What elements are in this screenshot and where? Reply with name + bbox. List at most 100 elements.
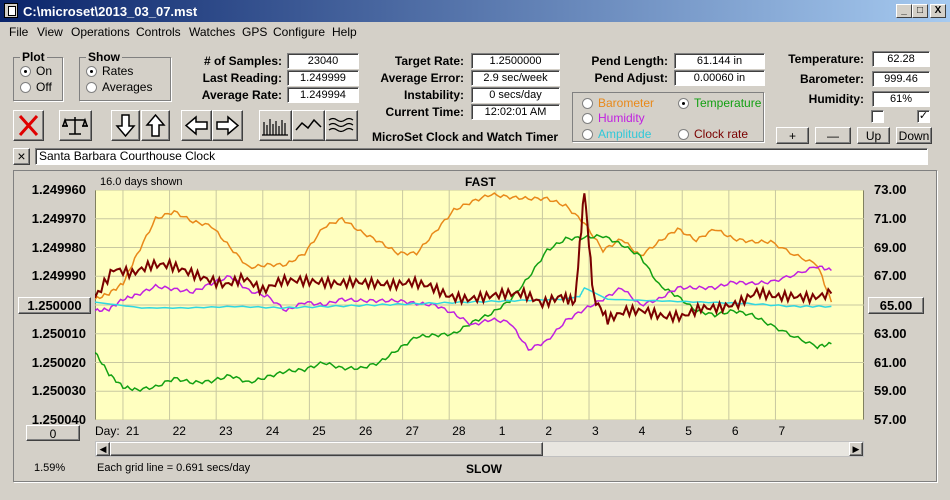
radio-dot-icon — [582, 129, 593, 140]
x-tick-label: 25 — [312, 424, 326, 438]
humidity-value: 61% — [872, 91, 930, 107]
y-tick-label: 1.249990 — [31, 268, 86, 284]
center-temp-button[interactable]: 65.00 — [868, 297, 924, 314]
menu-file[interactable]: File — [9, 25, 29, 39]
window-title: C:\microset\2013_03_07.mst — [23, 4, 198, 19]
y-tick-label: 1.249980 — [31, 239, 86, 255]
down-button[interactable]: Down — [896, 127, 932, 144]
plot-off-radio[interactable]: Off — [20, 80, 52, 94]
wave-icon — [328, 117, 354, 133]
y-tick-label: 1.250010 — [31, 325, 86, 341]
title-bar: C:\microset\2013_03_07.mst _ □ X — [0, 0, 950, 22]
arrow-up-button[interactable] — [141, 110, 170, 141]
up-button[interactable]: Up — [857, 127, 890, 144]
menu-gps[interactable]: GPS — [242, 25, 268, 39]
radio-dot-icon — [86, 66, 97, 77]
minimize-button[interactable]: _ — [896, 4, 912, 18]
chart-plot — [95, 190, 864, 420]
menu-view[interactable]: View — [37, 25, 63, 39]
fast-label: FAST — [465, 175, 496, 189]
y-right-tick-label: 69.00 — [874, 239, 907, 255]
series-line-humidity — [95, 265, 832, 351]
sensor-temperature-radio[interactable]: Temperature — [678, 96, 761, 110]
x-tick-label: 23 — [219, 424, 233, 438]
x-tick-label: 6 — [731, 424, 739, 438]
scroll-right-arrow-icon[interactable]: ▶ — [849, 442, 863, 456]
left-checkbox[interactable] — [871, 110, 884, 123]
balance-button[interactable] — [59, 110, 92, 141]
arrow-right-button[interactable] — [212, 110, 243, 141]
samples-label: # of Samples: — [203, 54, 282, 68]
y-right-tick-label: 63.00 — [874, 325, 907, 341]
maximize-button[interactable]: □ — [912, 4, 928, 18]
show-rates-radio[interactable]: Rates — [86, 64, 133, 78]
scale-icon — [61, 117, 89, 135]
x-tick-label: 4 — [638, 424, 646, 438]
stop-button[interactable] — [13, 110, 44, 141]
y-right-tick-label: 67.00 — [874, 268, 907, 284]
clear-name-button[interactable]: × — [13, 148, 30, 165]
average-error-value: 2.9 sec/week — [471, 70, 560, 86]
menu-watches[interactable]: Watches — [189, 25, 236, 39]
sensor-humidity-label: Humidity — [598, 111, 645, 125]
x-tick-label: 26 — [358, 424, 373, 438]
pend-adjust-label: Pend Adjust: — [594, 71, 668, 85]
close-button[interactable]: X — [930, 4, 946, 18]
grid-note: Each grid line = 0.691 secs/day — [97, 462, 251, 474]
radio-dot-icon — [582, 113, 593, 124]
y-tick-label: 1.250040 — [31, 412, 86, 427]
day-axis-label: Day: — [95, 424, 120, 438]
horizontal-scrollbar[interactable]: ◀ ▶ — [95, 441, 864, 457]
line-view-button[interactable] — [292, 110, 325, 141]
barometer-label: Barometer: — [799, 72, 864, 86]
average-rate-value: 1.249994 — [287, 87, 359, 103]
clock-name-input[interactable]: Santa Barbara Courthouse Clock — [35, 148, 928, 165]
menu-operations[interactable]: Operations — [71, 25, 130, 39]
sensor-amplitude-radio[interactable]: Amplitude — [582, 127, 651, 141]
red-x-icon — [18, 114, 39, 137]
radio-dot-icon — [20, 82, 31, 93]
menu-configure[interactable]: Configure — [273, 25, 326, 39]
arrow-left-icon — [184, 115, 208, 136]
plot-group: Plot On Off — [13, 50, 63, 101]
sensor-humidity-radio[interactable]: Humidity — [582, 111, 645, 125]
y-right-tick-label: 61.00 — [874, 354, 907, 370]
show-averages-radio[interactable]: Averages — [86, 80, 152, 94]
sensor-barometer-radio[interactable]: Barometer — [582, 96, 654, 110]
scroll-thumb[interactable] — [110, 442, 543, 456]
current-time-label: Current Time: — [385, 105, 464, 119]
x-tick-label: 22 — [172, 424, 186, 438]
bar-view-button[interactable] — [259, 110, 292, 141]
plot-on-radio[interactable]: On — [20, 64, 52, 78]
last-reading-label: Last Reading: — [202, 71, 282, 85]
slow-label: SLOW — [466, 462, 502, 476]
menu-help[interactable]: Help — [332, 25, 357, 39]
show-averages-label: Averages — [102, 80, 153, 94]
minus-button[interactable]: — — [815, 127, 851, 144]
y-tick-label: 1.250030 — [31, 383, 86, 399]
radio-dot-icon — [20, 66, 31, 77]
series-line-temperature — [95, 233, 832, 393]
arrow-left-button[interactable] — [181, 110, 212, 141]
radio-dot-icon — [678, 129, 689, 140]
bar-chart-icon — [262, 119, 288, 136]
arrow-down-button[interactable] — [111, 110, 140, 141]
right-checkbox[interactable]: ✓ — [917, 110, 930, 123]
y-right-tick-label: 73.00 — [874, 182, 907, 197]
barometer-value: 999.46 — [872, 71, 930, 87]
x-tick-label: 1 — [498, 424, 506, 438]
menu-controls[interactable]: Controls — [136, 25, 181, 39]
scroll-left-arrow-icon[interactable]: ◀ — [96, 442, 110, 456]
radio-dot-icon — [86, 82, 97, 93]
x-tick-label: 3 — [592, 424, 599, 438]
wave-view-button[interactable] — [325, 110, 358, 141]
pend-length-value: 61.144 in — [674, 53, 765, 69]
offset-button[interactable]: 0 — [26, 425, 80, 441]
x-tick-label: 28 — [452, 424, 466, 438]
average-rate-label: Average Rate: — [201, 88, 282, 102]
sensor-clockrate-radio[interactable]: Clock rate — [678, 127, 748, 141]
plus-button[interactable]: + — [776, 127, 809, 144]
plot-on-label: On — [36, 64, 53, 78]
center-rate-button[interactable]: 1.250000 — [18, 297, 91, 314]
plot-off-label: Off — [36, 80, 52, 94]
